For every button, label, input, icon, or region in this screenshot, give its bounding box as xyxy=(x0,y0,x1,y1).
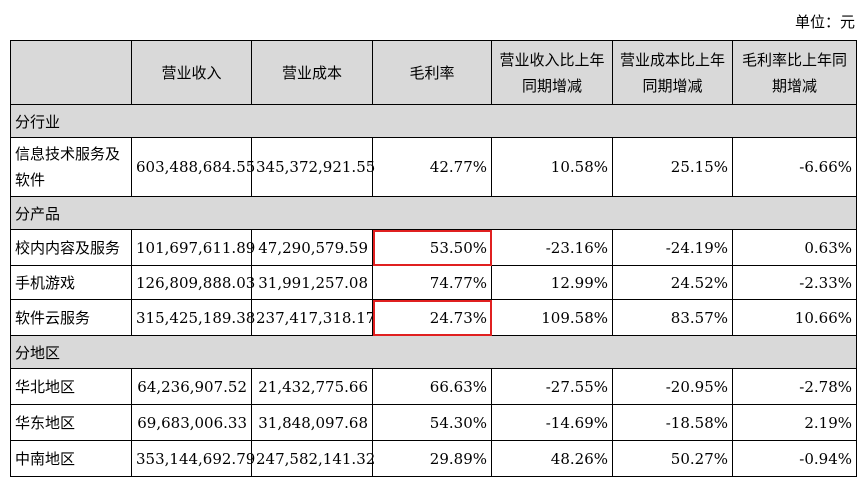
row-label: 华北地区 xyxy=(10,368,132,405)
gross-margin-cell-highlighted: 53.50% xyxy=(372,229,492,266)
revenue-cell: 101,697,611.89 xyxy=(131,229,255,266)
revenue-cell: 315,425,189.38 xyxy=(131,299,255,336)
margin-change-cell: -0.94% xyxy=(732,440,857,477)
revenue-cell: 126,809,888.03 xyxy=(131,265,255,300)
table-row: 华北地区 64,236,907.52 21,432,775.66 66.63% … xyxy=(10,368,857,405)
revenue-change-cell: 12.99% xyxy=(491,265,613,300)
cost-cell: 237,417,318.17 xyxy=(251,299,375,336)
section-title: 分行业 xyxy=(10,104,857,138)
gross-margin-cell: 66.63% xyxy=(372,368,492,405)
revenue-cell: 64,236,907.52 xyxy=(131,368,252,405)
cost-cell: 31,991,257.08 xyxy=(251,265,373,300)
row-label: 华东地区 xyxy=(10,404,132,441)
table-row: 校内内容及服务 101,697,611.89 47,290,579.59 53.… xyxy=(10,229,857,266)
revenue-change-cell: -27.55% xyxy=(491,368,613,405)
cost-change-cell: 24.52% xyxy=(612,265,733,300)
cost-change-cell: 50.27% xyxy=(612,440,733,477)
header-cost-change: 营业成本比上年同期增减 xyxy=(612,40,733,105)
gross-margin-cell: 74.77% xyxy=(372,265,492,300)
cost-cell: 345,372,921.55 xyxy=(251,137,375,197)
revenue-change-cell: 48.26% xyxy=(491,440,613,477)
revenue-change-cell: 10.58% xyxy=(491,137,613,197)
margin-change-cell: -6.66% xyxy=(732,137,857,197)
row-label: 软件云服务 xyxy=(10,299,132,336)
table-row: 华东地区 69,683,006.33 31,848,097.68 54.30% … xyxy=(10,404,857,441)
revenue-change-cell: -23.16% xyxy=(491,229,613,266)
table-row: 手机游戏 126,809,888.03 31,991,257.08 74.77%… xyxy=(10,265,857,300)
section-row-product: 分产品 xyxy=(10,196,857,230)
row-label: 信息技术服务及软件 xyxy=(10,137,132,197)
section-title: 分地区 xyxy=(10,335,857,369)
cost-change-cell: -20.95% xyxy=(612,368,733,405)
gross-margin-cell: 42.77% xyxy=(372,137,492,197)
cost-change-cell: 25.15% xyxy=(612,137,733,197)
table-row: 软件云服务 315,425,189.38 237,417,318.17 24.7… xyxy=(10,299,857,336)
header-blank xyxy=(10,40,132,105)
revenue-change-cell: 109.58% xyxy=(491,299,613,336)
revenue-cell: 353,144,692.79 xyxy=(131,440,255,477)
header-row: 营业收入 营业成本 毛利率 营业收入比上年同期增减 营业成本比上年同期增减 毛利… xyxy=(10,40,857,105)
cost-cell: 47,290,579.59 xyxy=(251,229,373,266)
header-gross-margin: 毛利率 xyxy=(372,40,492,105)
margin-change-cell: -2.33% xyxy=(732,265,857,300)
cost-cell: 21,432,775.66 xyxy=(251,368,373,405)
row-label: 校内内容及服务 xyxy=(10,229,132,266)
unit-label: 单位：元 xyxy=(794,13,855,31)
section-title: 分产品 xyxy=(10,196,857,230)
cost-cell: 247,582,141.32 xyxy=(251,440,375,477)
section-row-region: 分地区 xyxy=(10,335,857,369)
margin-change-cell: -2.78% xyxy=(732,368,857,405)
cost-change-cell: -18.58% xyxy=(612,404,733,441)
row-label: 手机游戏 xyxy=(10,265,132,300)
gross-margin-cell-highlighted: 24.73% xyxy=(372,299,492,336)
header-cost: 营业成本 xyxy=(251,40,373,105)
gross-margin-cell: 54.30% xyxy=(372,404,492,441)
cost-change-cell: -24.19% xyxy=(612,229,733,266)
header-margin-change: 毛利率比上年同期增减 xyxy=(732,40,857,105)
cost-change-cell: 83.57% xyxy=(612,299,733,336)
revenue-cell: 69,683,006.33 xyxy=(131,404,252,441)
header-revenue: 营业收入 xyxy=(131,40,252,105)
section-row-industry: 分行业 xyxy=(10,104,857,138)
revenue-change-cell: -14.69% xyxy=(491,404,613,441)
table-row: 中南地区 353,144,692.79 247,582,141.32 29.89… xyxy=(10,440,857,477)
financial-table: 营业收入 营业成本 毛利率 营业收入比上年同期增减 营业成本比上年同期增减 毛利… xyxy=(10,40,857,477)
margin-change-cell: 2.19% xyxy=(732,404,857,441)
margin-change-cell: 0.63% xyxy=(732,229,857,266)
row-label: 中南地区 xyxy=(10,440,132,477)
cost-cell: 31,848,097.68 xyxy=(251,404,373,441)
header-revenue-change: 营业收入比上年同期增减 xyxy=(491,40,613,105)
table-row: 信息技术服务及软件 603,488,684.55 345,372,921.55 … xyxy=(10,137,857,197)
revenue-cell: 603,488,684.55 xyxy=(131,137,255,197)
margin-change-cell: 10.66% xyxy=(732,299,857,336)
gross-margin-cell: 29.89% xyxy=(372,440,492,477)
